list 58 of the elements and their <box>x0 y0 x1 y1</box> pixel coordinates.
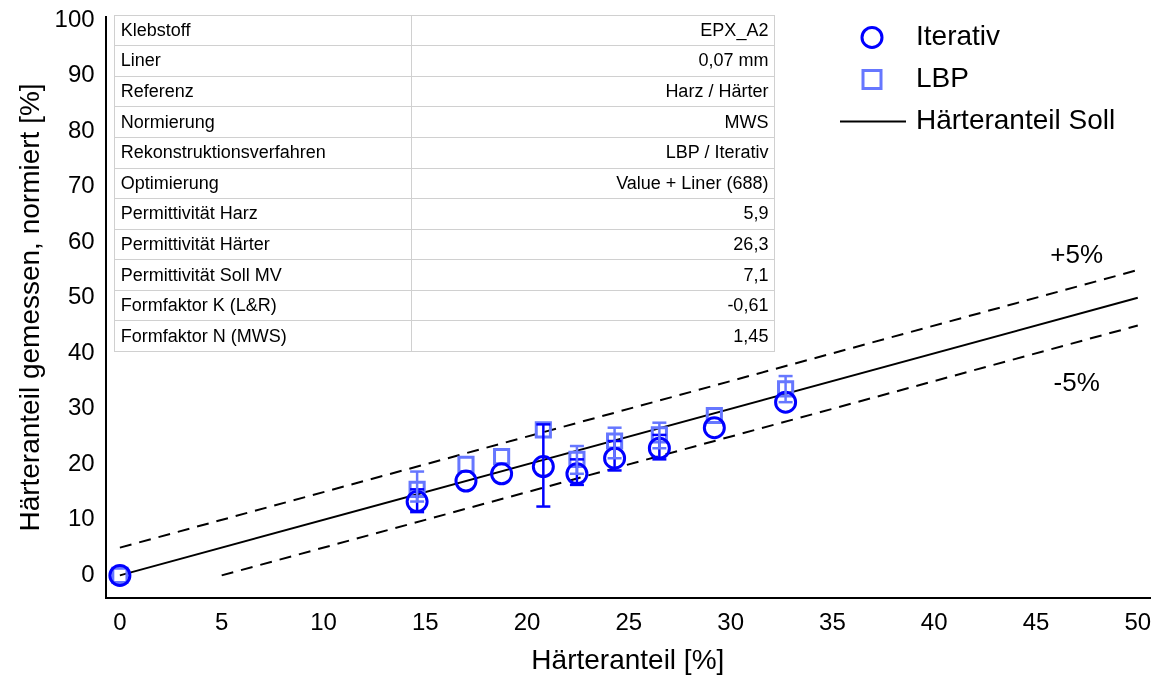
y-tick-label: 70 <box>67 171 95 199</box>
annotation: 1,45 <box>411 320 775 352</box>
annotation: MWS <box>411 106 775 138</box>
annotation: Permittivität Soll MV <box>114 259 412 291</box>
annotation: Formfaktor N (MWS) <box>114 320 412 352</box>
point <box>774 390 798 414</box>
y-tick-label: 30 <box>67 393 95 421</box>
y-tick-label: 10 <box>67 504 95 532</box>
point <box>603 446 627 470</box>
annotation: Permittivität Härter <box>114 229 412 260</box>
annotation: Rekonstruktionsverfahren <box>114 137 412 168</box>
annotation: 0,07 mm <box>411 45 775 77</box>
x-tick-label: 25 <box>615 607 643 635</box>
annotation: -5% <box>1053 367 1100 398</box>
annotation: Optimierung <box>114 168 412 199</box>
y-tick-label: 0 <box>81 560 95 588</box>
y-tick-label: 80 <box>67 115 95 143</box>
point <box>531 455 555 479</box>
annotation: 7,1 <box>411 259 775 291</box>
legend-label: Iterativ <box>916 20 1001 52</box>
point <box>454 469 478 493</box>
annotation: EPX_A2 <box>411 15 775 46</box>
annotation: Value + Liner (688) <box>411 168 775 199</box>
annotation: Normierung <box>114 106 412 138</box>
y-tick-label: 40 <box>67 337 95 365</box>
x-tick-label: 20 <box>513 607 541 635</box>
annotation: Liner <box>114 45 412 77</box>
x-tick-label: 45 <box>1022 607 1050 635</box>
annotation: +5% <box>1050 239 1104 270</box>
x-tick-label: 5 <box>215 607 229 635</box>
x-tick-label: 15 <box>411 607 439 635</box>
annotation: Harz / Härter <box>411 76 775 107</box>
annotation: Klebstoff <box>114 15 412 46</box>
y-tick-label: 20 <box>67 448 95 476</box>
y-tick-label: 100 <box>54 4 95 32</box>
point <box>565 462 589 486</box>
y-tick-label: 60 <box>67 226 95 254</box>
annotation: LBP / Iterativ <box>411 137 775 168</box>
point <box>702 416 726 440</box>
annotation: Referenz <box>114 76 412 107</box>
x-axis-title: Härteranteil [%] <box>531 643 725 675</box>
y-tick-label: 50 <box>67 282 95 310</box>
annotation: Permittivität Harz <box>114 198 412 230</box>
annotation: 5,9 <box>411 198 775 230</box>
x-tick-label: 30 <box>717 607 744 635</box>
x-tick-label: 35 <box>819 607 846 635</box>
x-tick-label: 10 <box>310 607 337 635</box>
legend-label: LBP <box>916 62 969 94</box>
annotation: Formfaktor K (L&R) <box>114 290 412 321</box>
x-tick-label: 50 <box>1124 607 1152 635</box>
x-tick-label: 40 <box>920 607 948 635</box>
y-axis-title: Härteranteil gemessen, normiert [%] <box>13 83 45 532</box>
annotation: -0,61 <box>411 290 775 321</box>
annotation: 26,3 <box>411 229 775 260</box>
y-tick-label: 90 <box>67 60 95 88</box>
point <box>490 462 514 486</box>
legend-label: Härteranteil Soll <box>916 104 1116 136</box>
x-tick-label: 0 <box>113 607 127 635</box>
